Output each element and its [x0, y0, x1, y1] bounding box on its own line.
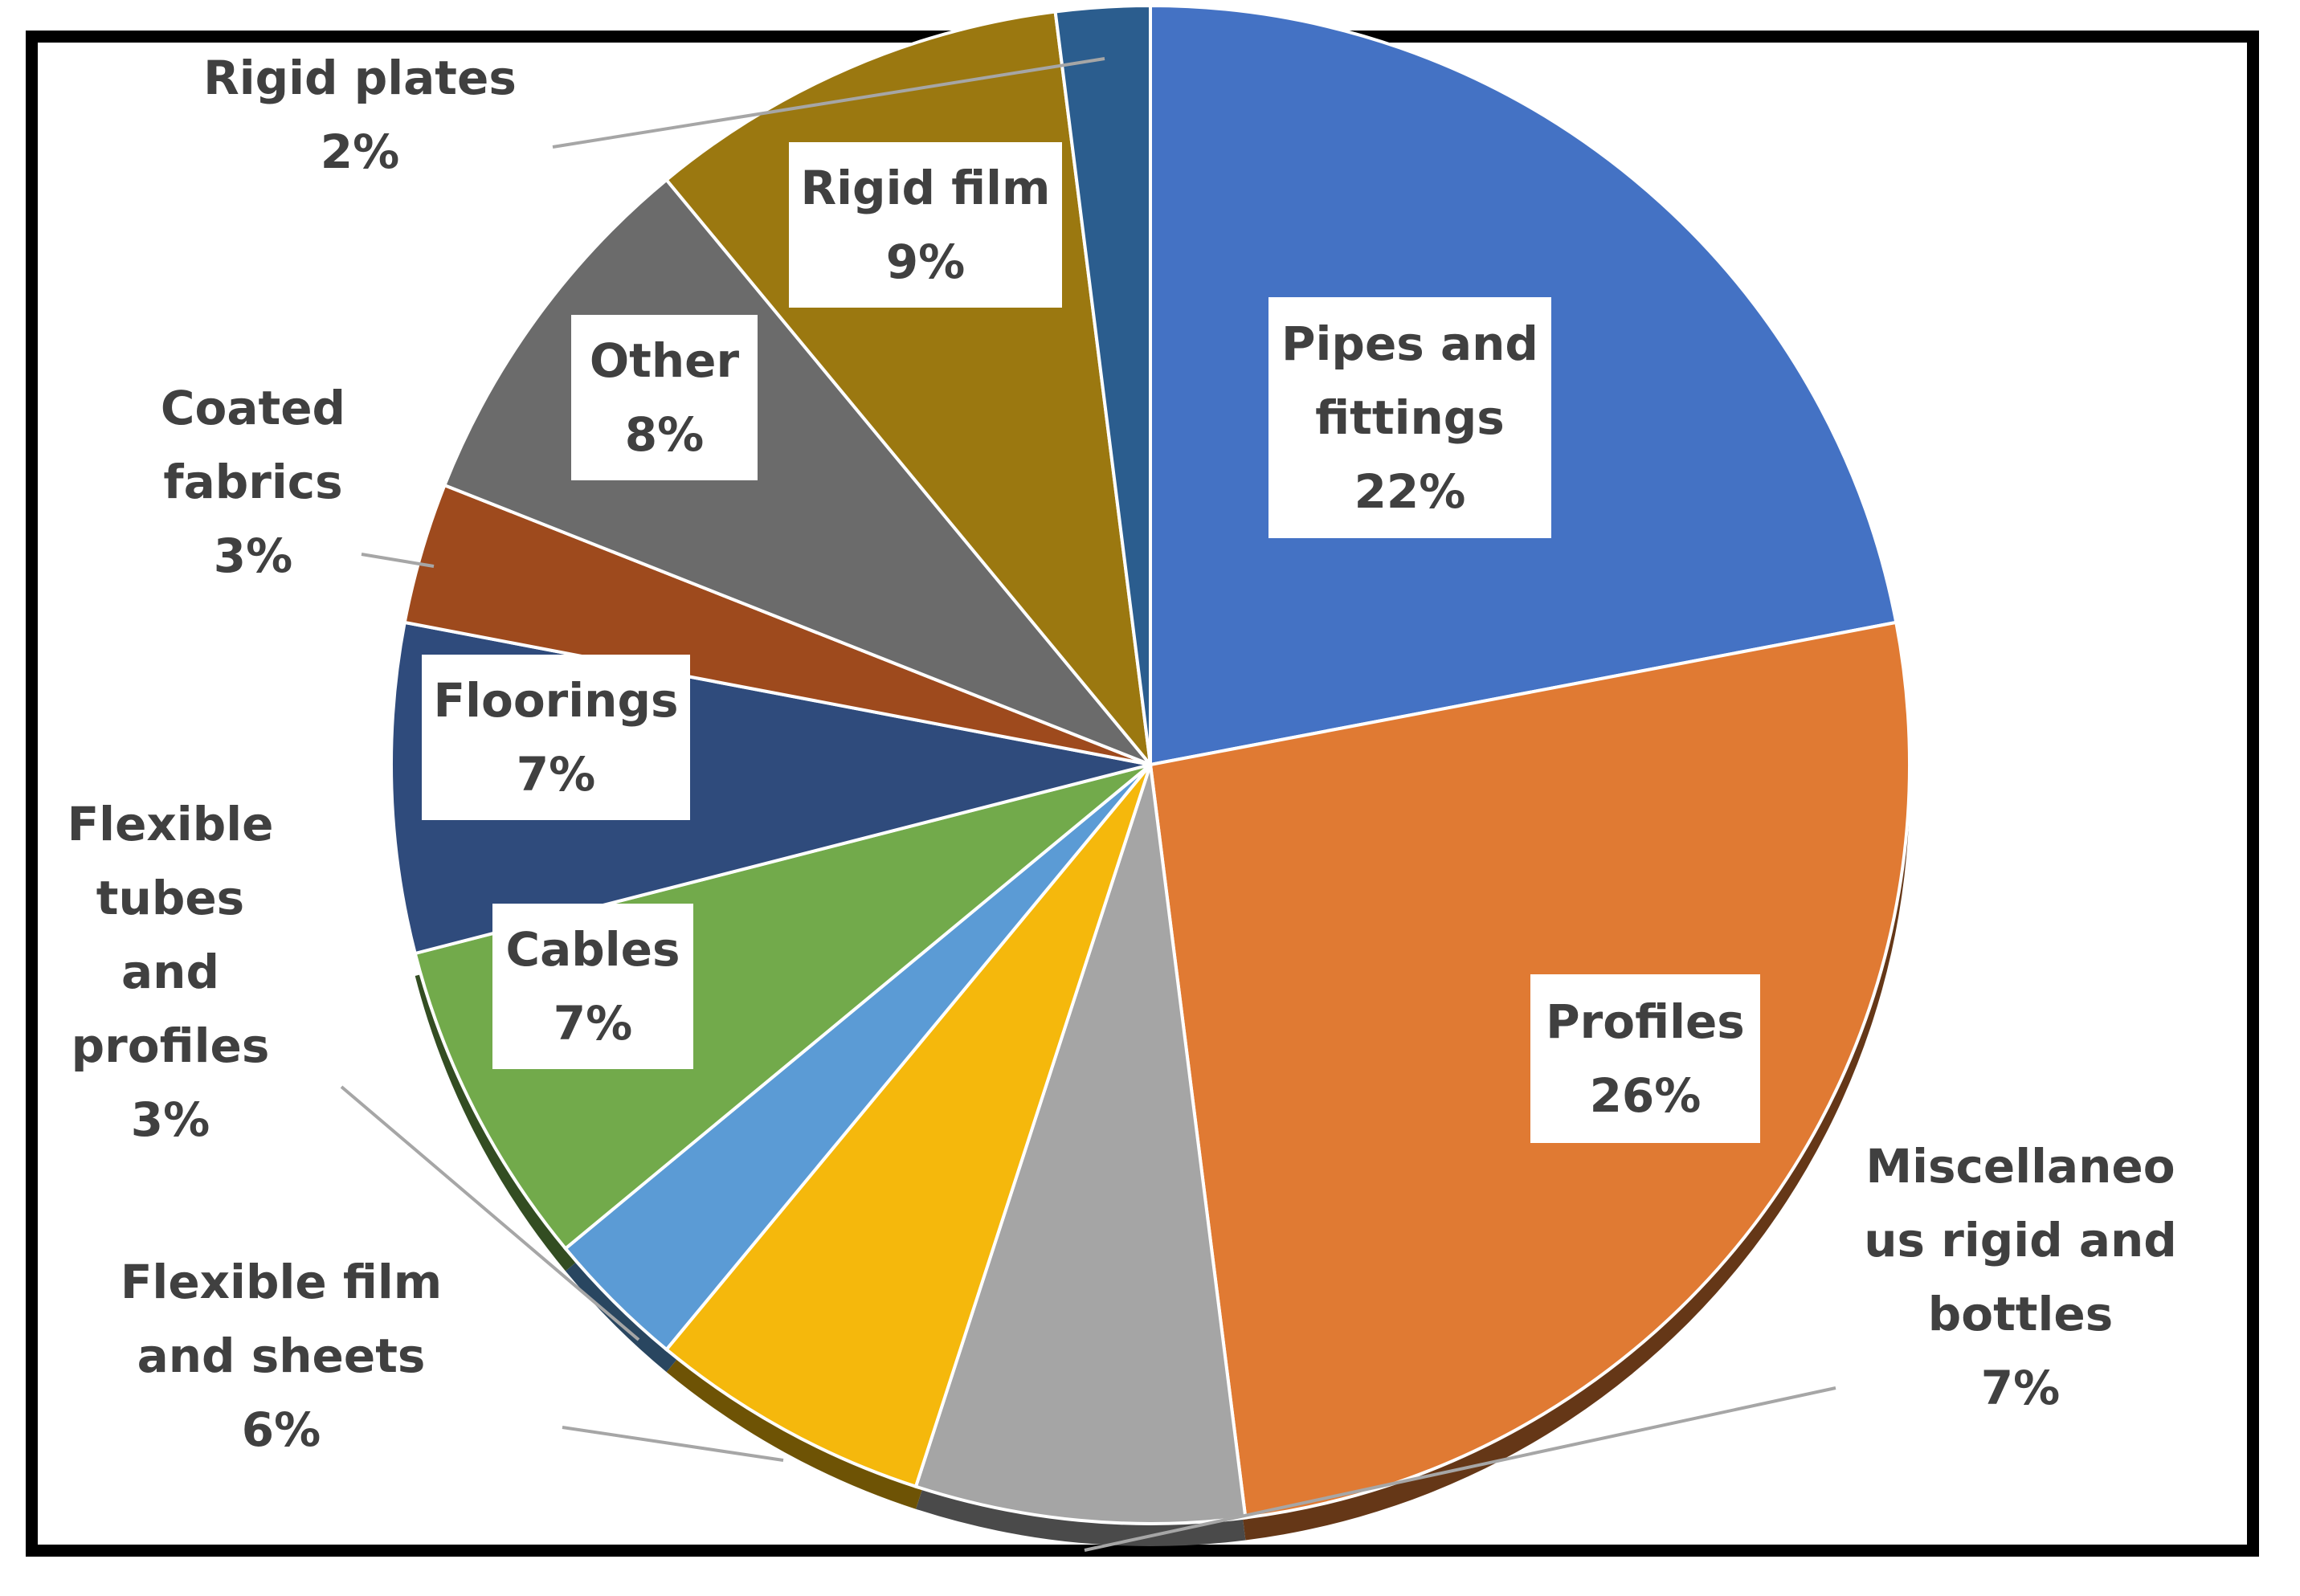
- slice-label-flexible-tubes-and-profiles: Flexible tubes and profiles 3%: [67, 797, 274, 1147]
- slice-label-flexible-film-and-sheets: Flexible film and sheets 6%: [121, 1255, 442, 1457]
- slice-cables: [413, 763, 1152, 1251]
- label-box: [1530, 974, 1760, 1143]
- label-percent: 7%: [1981, 1361, 2060, 1415]
- leader-line-coated-fabrics: [361, 553, 435, 568]
- label-percent: 6%: [242, 1402, 321, 1457]
- slice-label-rigid-film: Rigid film 9%: [789, 142, 1062, 308]
- leader-line-flexible-tubes-and-profiles: [340, 1085, 640, 1341]
- slice-labels: Pipes and fittings 22% Profiles 26% Miscellan…: [67, 51, 2177, 1457]
- label-text: Rigid plates: [203, 51, 517, 105]
- slice-label-pipes-and-fittings: Pipes and fittings 22%: [1268, 297, 1551, 538]
- label-text: bottles: [1928, 1287, 2114, 1341]
- label-percent: 22%: [1354, 464, 1466, 519]
- slice-label-cables: Cables 7%: [492, 904, 693, 1069]
- label-text: Profiles: [1546, 994, 1745, 1049]
- label-box: [422, 655, 690, 820]
- label-text: fabrics: [163, 455, 342, 509]
- label-text: profiles: [71, 1018, 270, 1073]
- label-percent: 9%: [886, 235, 965, 289]
- label-text: and sheets: [137, 1329, 426, 1383]
- label-text: Other: [590, 333, 740, 388]
- label-text: us rigid and: [1864, 1213, 2177, 1267]
- slice-label-rigid-plates: Rigid plates 2%: [203, 51, 517, 179]
- leader-line-flexible-film-and-sheets: [562, 1426, 784, 1462]
- slice-label-coated-fabrics: Coated fabrics 3%: [161, 381, 345, 583]
- label-percent: 3%: [131, 1092, 210, 1147]
- label-percent: 2%: [321, 124, 399, 179]
- label-percent: 7%: [517, 747, 595, 802]
- label-text: Floorings: [433, 673, 678, 728]
- slice-label-profiles: Profiles 26%: [1530, 974, 1760, 1143]
- slice-label-floorings: Floorings 7%: [422, 655, 690, 820]
- slice-label-miscellaneous-rigid-and-bottles: Miscellaneo us rigid and bottles 7%: [1864, 1139, 2177, 1415]
- label-text: Flexible: [67, 797, 274, 851]
- slice-profiles: [1148, 620, 1912, 1520]
- label-box: [492, 904, 693, 1069]
- slice-flexible-film-and-sheets: [664, 763, 1152, 1489]
- slice-label-other: Other 8%: [571, 315, 758, 480]
- leader-line-miscellaneous-rigid-and-bottles: [1084, 1386, 1836, 1552]
- slice-rigid-plates: [1053, 3, 1152, 765]
- label-text: Coated: [161, 381, 345, 435]
- label-percent: 7%: [554, 996, 632, 1051]
- label-percent: 26%: [1590, 1068, 1702, 1123]
- label-text: tubes: [96, 871, 244, 925]
- label-box: [571, 315, 758, 480]
- leader-line-rigid-plates: [552, 57, 1105, 149]
- label-text: Cables: [506, 922, 680, 977]
- label-text: Pipes and: [1281, 316, 1538, 371]
- leader-lines: [340, 57, 1836, 1552]
- label-text: and: [121, 945, 219, 999]
- label-percent: 8%: [625, 407, 704, 462]
- label-text: fittings: [1315, 390, 1505, 445]
- label-text: Flexible film: [121, 1255, 442, 1309]
- label-percent: 3%: [214, 529, 292, 583]
- label-box: [789, 142, 1062, 308]
- label-text: Miscellaneo: [1865, 1139, 2175, 1194]
- label-box: [1268, 297, 1551, 538]
- label-text: Rigid film: [801, 161, 1051, 215]
